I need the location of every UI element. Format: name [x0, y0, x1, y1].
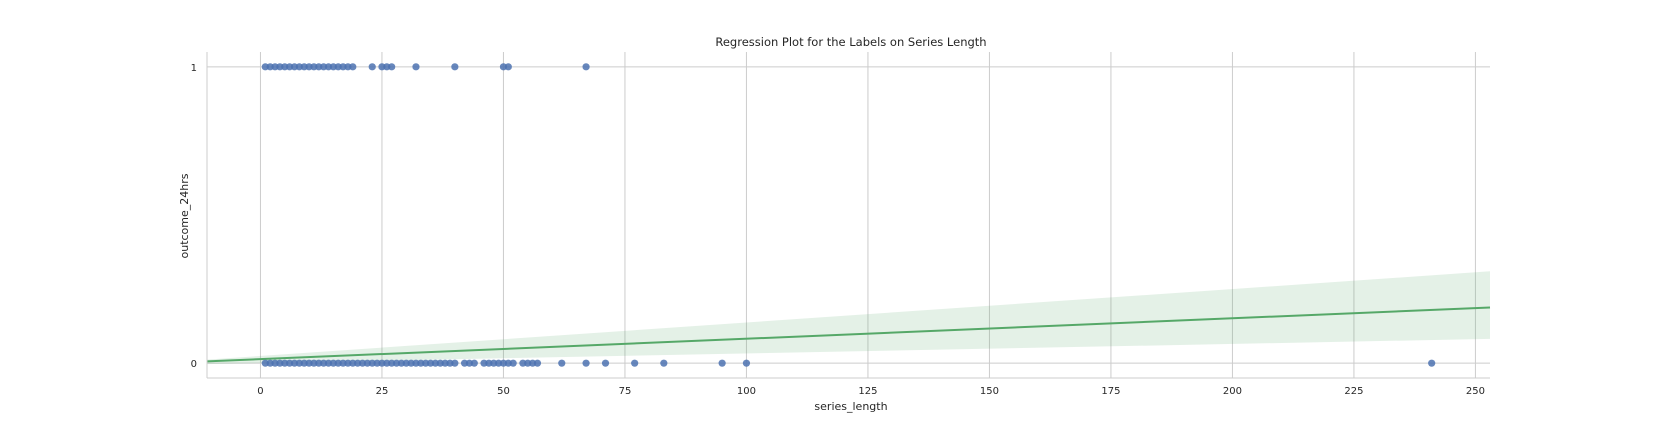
- confidence-band-group: [207, 271, 1490, 365]
- chart-title: Regression Plot for the Labels on Series…: [715, 35, 986, 49]
- y-tick-labels: 01: [191, 63, 197, 370]
- data-point: [631, 359, 639, 367]
- y-tick-label: 0: [191, 359, 197, 370]
- x-tick-label: 225: [1344, 386, 1363, 397]
- axis-spines: [206, 52, 1490, 379]
- scatter-points: [261, 63, 1436, 367]
- x-tick-label: 75: [619, 386, 632, 397]
- data-point: [451, 359, 459, 367]
- confidence-band: [207, 271, 1490, 365]
- data-point: [660, 359, 668, 367]
- x-tick-label: 150: [980, 386, 999, 397]
- data-point: [504, 63, 512, 71]
- data-point: [718, 359, 726, 367]
- data-point: [470, 359, 478, 367]
- data-point: [509, 359, 517, 367]
- data-point: [412, 63, 420, 71]
- x-tick-label: 50: [497, 386, 510, 397]
- data-point: [533, 359, 542, 367]
- x-tick-labels: 0 25 50 75 100 125 150 175 200 225 250: [257, 386, 1485, 397]
- y-axis-label: outcome_24hrs: [178, 173, 191, 258]
- data-point: [742, 359, 751, 367]
- x-tick-label: 25: [376, 386, 389, 397]
- data-point: [451, 63, 459, 71]
- data-point: [1428, 359, 1436, 367]
- x-tick-label: 100: [737, 386, 756, 397]
- y-tick-label: 1: [191, 63, 197, 74]
- data-point: [349, 63, 357, 71]
- data-point: [558, 359, 566, 367]
- data-point: [368, 63, 376, 71]
- x-tick-label: 175: [1101, 386, 1120, 397]
- data-point: [601, 359, 610, 367]
- x-tick-label: 125: [858, 386, 877, 397]
- data-point: [582, 63, 590, 71]
- regression-line-group: [206, 306, 1491, 363]
- regression-line: [206, 306, 1491, 363]
- x-tick-label: 250: [1466, 386, 1485, 397]
- x-tick-label: 0: [257, 386, 263, 397]
- data-point: [582, 359, 590, 367]
- data-point: [388, 63, 396, 71]
- x-axis-label: series_length: [814, 400, 887, 413]
- x-tick-label: 200: [1223, 386, 1242, 397]
